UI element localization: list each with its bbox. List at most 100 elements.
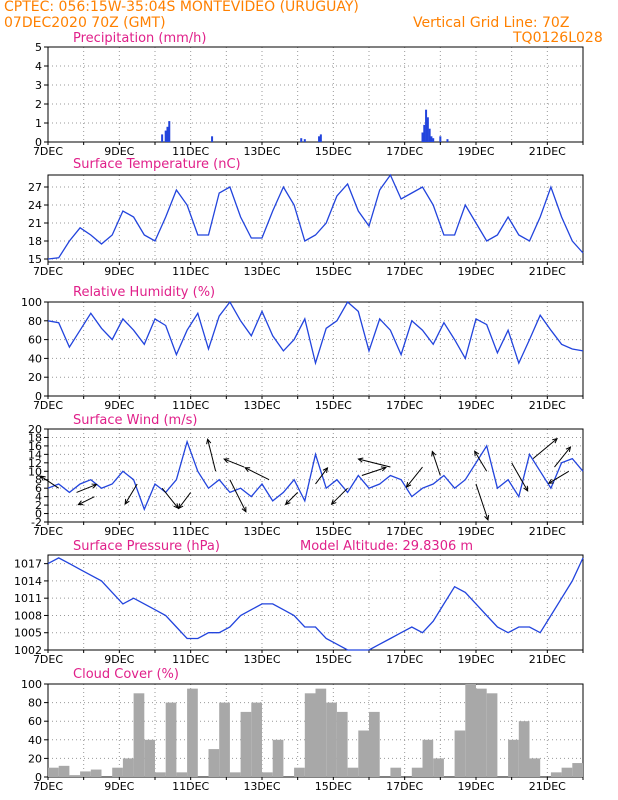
wind-arrow-head (357, 457, 364, 463)
x-tick-label: 15DEC (315, 525, 352, 538)
series-line (47, 439, 584, 512)
wind-arrow (358, 458, 391, 468)
wind-arrow-head (241, 506, 247, 513)
wind-arrow (474, 451, 488, 472)
series-line (47, 557, 584, 651)
panel-title: Surface Pressure (hPa) (73, 539, 220, 554)
wind-arrow-head (380, 466, 387, 472)
y-tick-label: 27 (28, 181, 42, 194)
panel-frame (47, 428, 584, 523)
wind-arrow (161, 487, 179, 509)
wind-arrow-head (474, 450, 480, 457)
x-tick-label: 19DEC (457, 145, 494, 158)
wind-arrow (406, 466, 423, 488)
wind-arrow (244, 467, 270, 481)
x-tick-label: 21DEC (529, 265, 566, 278)
precip-bar (319, 134, 322, 142)
precip-bar (425, 109, 428, 142)
wind-arrow-head (484, 514, 490, 522)
x-tick-label: 21DEC (529, 145, 566, 158)
y-tick-label: 5 (35, 41, 42, 54)
wind-arrow-head (223, 458, 230, 464)
precip-bar (439, 136, 442, 142)
wind-arrow (285, 492, 299, 505)
y-tick-label: 20 (28, 752, 42, 765)
cloud-cover-bar (422, 739, 434, 777)
cloud-cover-bar (240, 711, 252, 777)
panel-title: Relative Humidity (%) (73, 285, 215, 300)
panel-title: Cloud Cover (%) (73, 667, 179, 682)
precip-bar (161, 134, 164, 142)
cloud-cover-bar (208, 749, 220, 777)
x-tick-label: 17DEC (386, 265, 423, 278)
precip-bar (300, 138, 303, 142)
cloud-cover-bar (251, 702, 262, 777)
wind-arrow-head (173, 503, 179, 510)
y-tick-label: 12 (28, 457, 42, 470)
y-tick-label: 14 (28, 448, 42, 461)
cloud-cover-bar (155, 772, 166, 777)
cloud-cover-bar (561, 767, 573, 777)
wind-arrow (76, 483, 97, 493)
wind-arrow (475, 483, 489, 521)
wind-arrow-head (206, 438, 212, 445)
y-tick-label: 2 (35, 98, 42, 111)
precip-bar (421, 132, 424, 142)
wind-arrow (229, 479, 247, 512)
precip-bar (168, 121, 171, 142)
wind-arrow (554, 446, 571, 468)
cloud-cover-bar (508, 739, 519, 777)
y-tick-label: 21 (28, 217, 42, 230)
wind-arrow-head (565, 446, 572, 453)
y-tick-label: 20 (28, 371, 42, 384)
series-line (47, 173, 584, 260)
wind-arrow (223, 458, 245, 468)
panel-frame (47, 46, 584, 143)
header-date: 07DEC2020 70Z (GMT) (4, 15, 166, 31)
cloud-cover-bar (272, 739, 284, 777)
wind-arrow-head (523, 485, 529, 492)
x-tick-label: 9DEC (104, 525, 134, 538)
cloud-cover-bar (411, 767, 423, 777)
header-line1: CPTEC: 056:15W-35:04S MONTEVIDEO (URUGUA… (4, 0, 359, 15)
precip-bar (303, 139, 306, 142)
x-tick-label: 19DEC (457, 780, 494, 793)
x-tick-label: 15DEC (315, 265, 352, 278)
x-tick-label: 15DEC (315, 780, 352, 793)
precip-bar (211, 136, 214, 142)
wind-arrow-head (244, 467, 251, 472)
wind-arrow (511, 462, 529, 492)
series-line (47, 300, 584, 366)
cloud-cover-bar (165, 702, 177, 777)
cloud-cover-bar (347, 767, 359, 777)
wind-arrow (431, 451, 441, 476)
y-tick-label: 15 (28, 253, 42, 266)
wind-arrow (548, 470, 569, 484)
y-tick-label: 18 (28, 235, 42, 248)
wind-arrow-head (284, 499, 291, 506)
cloud-cover-bar (69, 775, 81, 777)
x-tick-label: 9DEC (104, 399, 134, 412)
y-tick-label: 80 (28, 697, 42, 710)
x-tick-label: 21DEC (529, 525, 566, 538)
y-tick-label: 20 (28, 423, 42, 436)
wind-arrow (315, 467, 328, 485)
cloud-cover-bar (550, 772, 562, 777)
cloud-cover-bar (476, 688, 487, 777)
y-tick-label: 40 (28, 352, 42, 365)
cloud-cover-bar (90, 769, 102, 777)
x-tick-label: 17DEC (386, 653, 423, 666)
x-tick-label: 11DEC (172, 265, 209, 278)
cloud-cover-bar (486, 693, 498, 777)
y-tick-label: 18 (28, 431, 42, 444)
y-tick-label: 0 (35, 508, 42, 521)
wind-arrow-head (322, 467, 329, 473)
precip-bar (430, 136, 433, 142)
x-tick-label: 7DEC (33, 145, 63, 158)
panel-frame (47, 554, 584, 651)
x-tick-label: 21DEC (529, 653, 566, 666)
y-tick-label: 1005 (14, 627, 42, 640)
precip-bar (423, 124, 426, 142)
wind-arrow (124, 483, 138, 505)
x-tick-label: 15DEC (315, 399, 352, 412)
